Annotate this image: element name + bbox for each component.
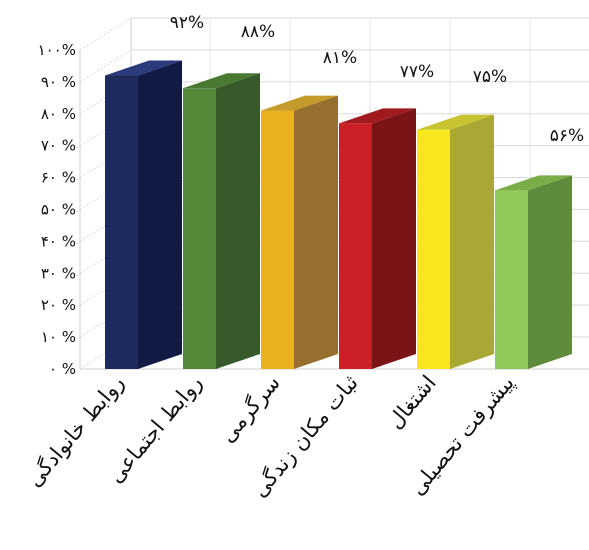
bar-top [105,60,182,76]
bar-side [138,60,182,370]
data-label: ۷۵% [473,67,507,87]
y-tick-label: ۱۰۰% [38,41,76,59]
y-tick-label: ۹۰ % [41,73,76,91]
bar [261,95,338,370]
bar-front [339,123,372,370]
y-tick-label: ۶۰ % [41,169,76,187]
bar-side [216,73,260,369]
data-label: ۷۷% [400,62,434,82]
y-tick-label: ۴۰ % [41,232,76,250]
bar-top [261,95,338,111]
bar-side [372,108,416,370]
y-tick-label: ۳۰ % [41,264,76,282]
bar-top [339,108,416,124]
y-tick-label: ۵۰ % [41,201,76,219]
data-labels: ۹۲% ۸۸% ۸۱% ۷۷% ۷۵% ۵۶% [170,13,584,146]
y-axis: ۰ % ۱۰ % ۲۰ % ۳۰ % ۴۰ % ۵۰ % ۶۰ % ۷۰ % ۸۰ % ۹۰ % ۱… [38,41,76,378]
data-label: ۵۶% [550,126,584,146]
bar [495,175,572,369]
bar-side [294,95,338,370]
y-tick-label: ۱۰ % [41,328,76,346]
bar [417,114,494,369]
category-label: سرگرمی [215,371,285,447]
side-wall-gridline [79,17,132,51]
bar-top [183,73,260,89]
y-tick-label: ۷۰ % [41,137,76,155]
bar [183,73,260,369]
data-label: ۸۸% [241,22,275,42]
bar-front [261,110,294,370]
y-tick-label: ۰ % [49,360,76,378]
bars [105,60,572,370]
bar-top [417,114,494,130]
bar-side [450,114,494,369]
bar-top [495,175,572,191]
bar-side [528,175,572,369]
data-label: ۹۲% [170,13,204,33]
y-tick-label: ۸۰ % [41,105,76,123]
bar-front [105,75,138,370]
bar-front [417,129,450,369]
bar-front [495,190,528,369]
bar [339,108,416,370]
bar [105,60,182,370]
bar-front [183,88,216,369]
y-tick-label: ۲۰ % [41,296,76,314]
data-label: ۸۱% [323,48,357,68]
category-label: اشتغال [383,371,441,434]
